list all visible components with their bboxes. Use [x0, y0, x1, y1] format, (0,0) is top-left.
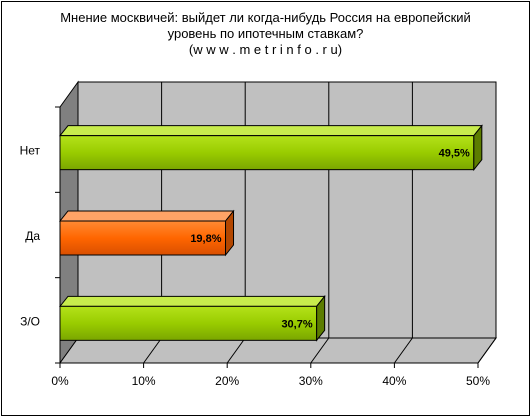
bar-end-face: [225, 209, 235, 257]
bar-top-face: [58, 295, 326, 307]
x-tick-label: 50%: [466, 374, 490, 388]
x-tick-label: 20%: [215, 374, 239, 388]
chart-title-line-1: Мнение москвичей: выйдет ли когда-нибудь…: [60, 10, 471, 25]
data-label: 19,8%: [190, 233, 221, 245]
data-label: 30,7%: [281, 318, 312, 330]
category-label: Нет: [20, 144, 41, 158]
bar-front-face: [59, 220, 227, 256]
bar-end-face: [316, 294, 326, 342]
category-label: Да: [25, 229, 40, 243]
labels-layer: 0% 10% 20% 30% 40% 50% 49,5% Нет 19,8% Да 30,7% З/О: [20, 144, 491, 388]
chart-title-line-3: (w w w . m e t r i n f o . r u): [188, 42, 343, 57]
data-label: 49,5%: [439, 148, 470, 160]
x-tick-label: 0%: [51, 374, 69, 388]
chart-title-line-2: уровень по ипотечным ставкам?: [167, 26, 364, 41]
bar-end-face: [473, 124, 483, 172]
x-tick-label: 30%: [299, 374, 323, 388]
x-tick-label: 10%: [132, 374, 156, 388]
floor: [59, 337, 497, 364]
x-tick-label: 40%: [382, 374, 406, 388]
bar: [58, 124, 483, 172]
floor-gridline: [143, 337, 163, 364]
floor-gridline: [477, 337, 497, 364]
bars-layer: [58, 124, 483, 342]
bar: [58, 294, 326, 342]
bar-front-face: [59, 135, 475, 171]
bar-top-face: [58, 210, 235, 222]
floor-gridline: [310, 337, 330, 364]
floor-gridline: [226, 337, 246, 364]
bar: [58, 209, 235, 257]
bar-front-face: [59, 305, 318, 341]
chart-title: Мнение москвичей: выйдет ли когда-нибудь…: [0, 10, 531, 58]
floor-gridline: [393, 337, 413, 364]
category-label: З/О: [20, 314, 40, 328]
bar-top-face: [58, 125, 483, 137]
